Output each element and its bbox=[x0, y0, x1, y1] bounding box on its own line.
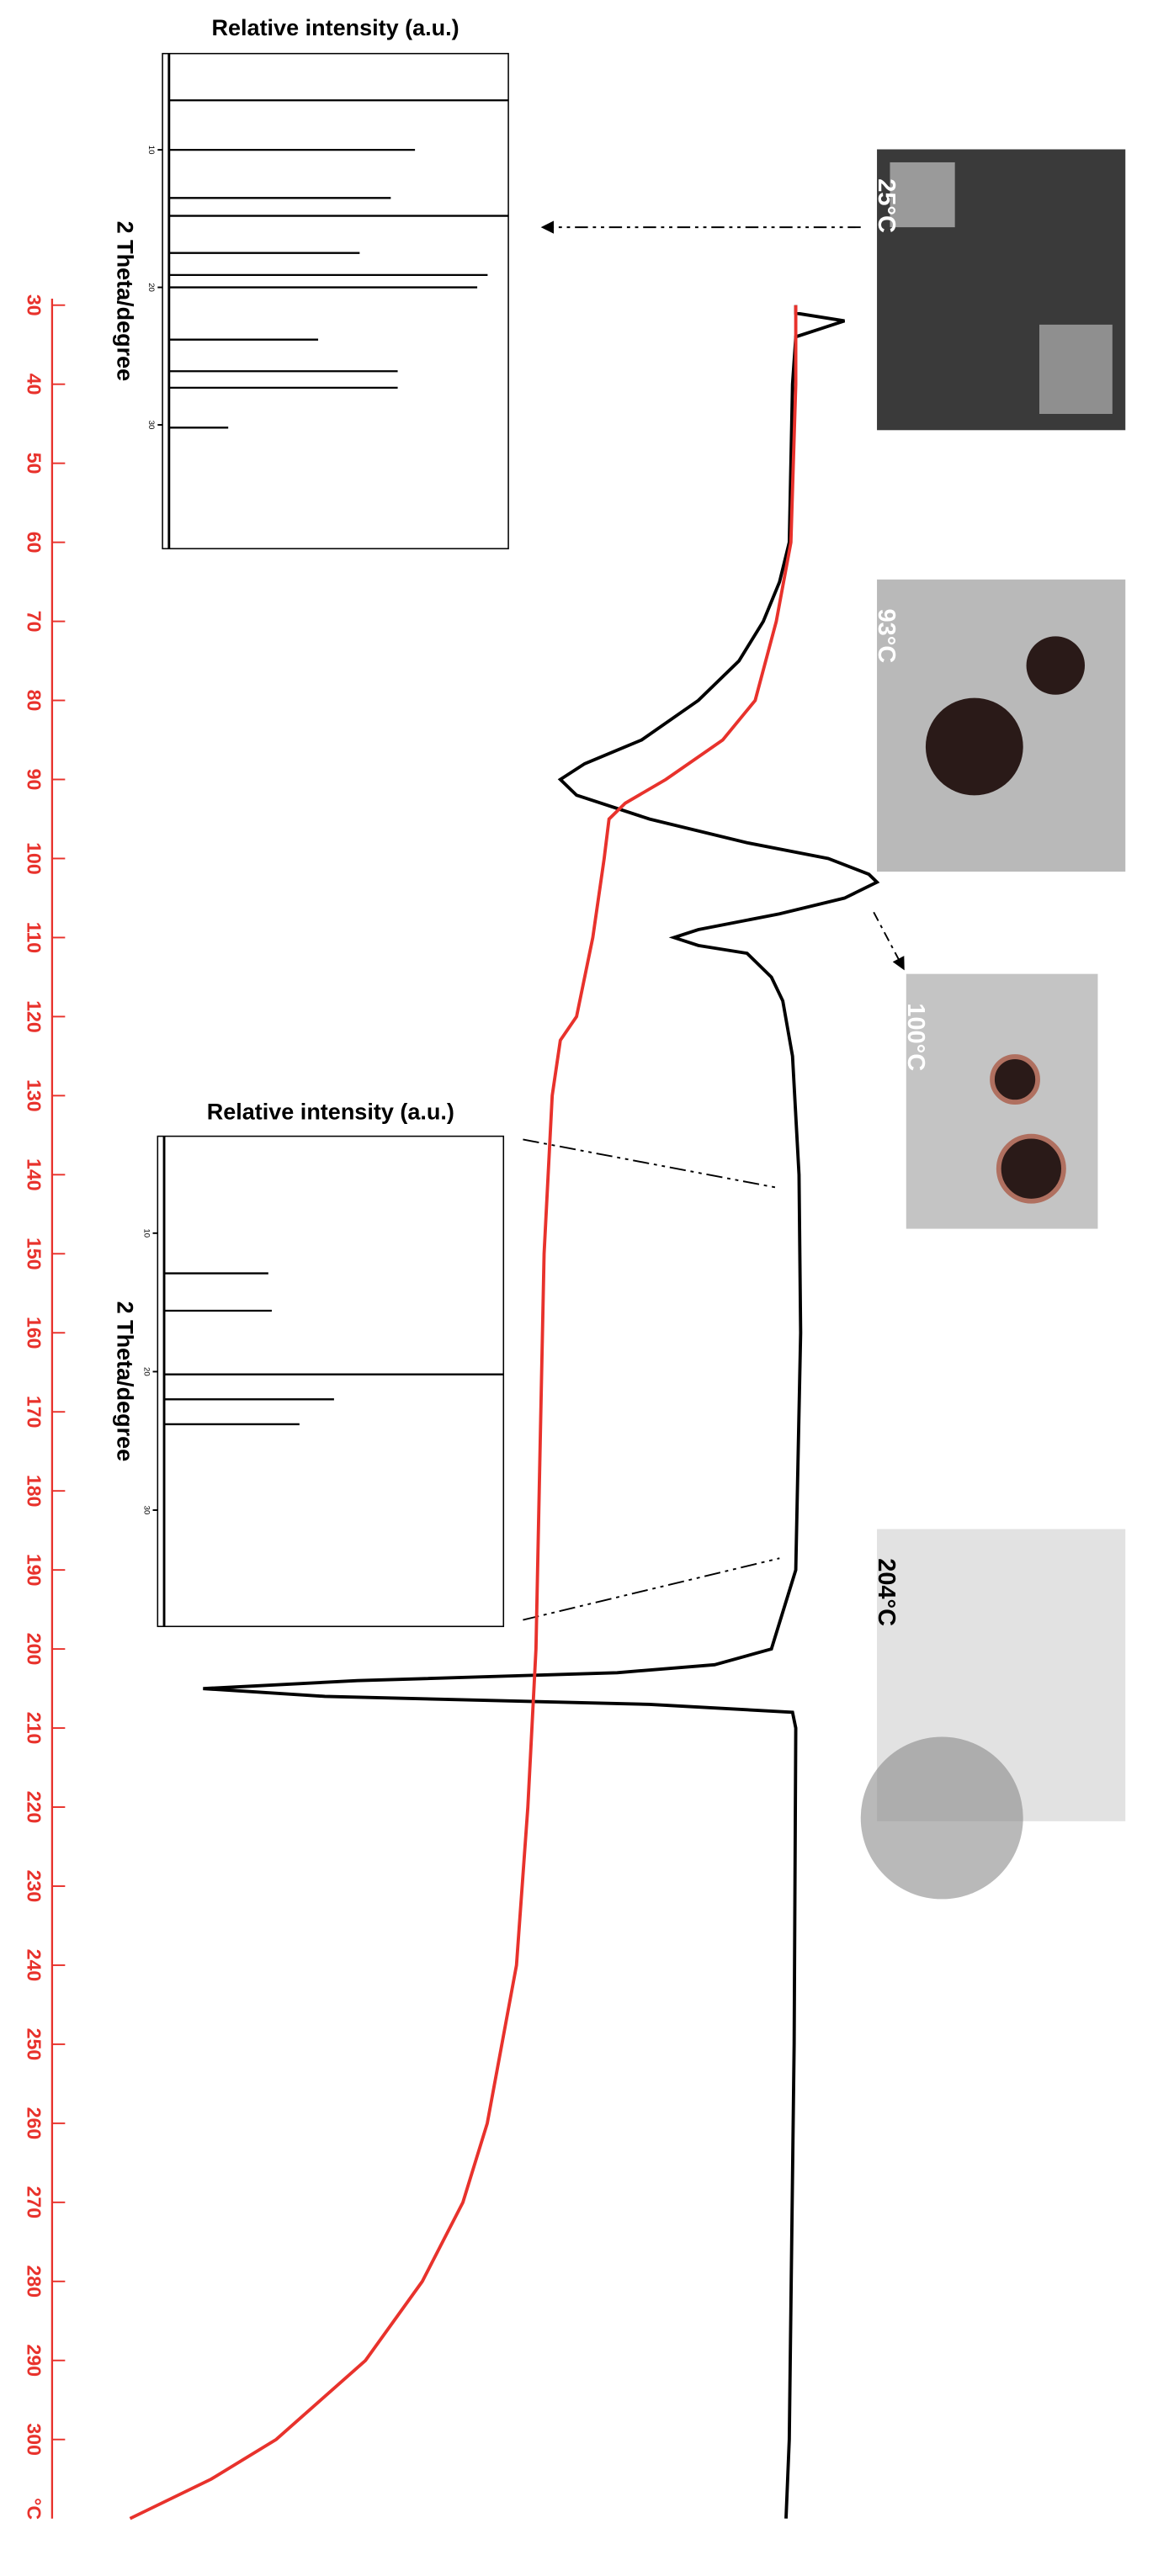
axis-label: °C bbox=[24, 2498, 45, 2520]
tick-label: 10 bbox=[141, 1228, 151, 1238]
inset-axis-label: 2 Theta/degree bbox=[113, 221, 138, 382]
tick-label: 100 bbox=[24, 842, 45, 875]
tick-label: 30 bbox=[146, 421, 156, 430]
micrograph bbox=[906, 973, 1098, 1229]
tick-label: 10 bbox=[146, 146, 156, 155]
inset-frame bbox=[157, 1135, 505, 1628]
tick-label: 190 bbox=[24, 1554, 45, 1587]
micrograph-detail bbox=[1026, 636, 1086, 695]
tick-label: 20 bbox=[146, 283, 156, 292]
tick-label: 300 bbox=[24, 2423, 45, 2456]
inset-frame bbox=[162, 52, 509, 549]
tick-label: 110 bbox=[24, 922, 45, 953]
tick-label: 30 bbox=[24, 294, 45, 316]
connector bbox=[523, 1138, 780, 1190]
micrograph-detail bbox=[990, 1054, 1040, 1105]
tick-label: 80 bbox=[24, 690, 45, 712]
curve bbox=[203, 305, 880, 2519]
micrograph-detail bbox=[860, 1736, 1023, 1900]
tick-label: 70 bbox=[24, 611, 45, 633]
tick-label: 290 bbox=[24, 2344, 45, 2377]
arrow bbox=[873, 911, 905, 971]
tick-label: 50 bbox=[24, 453, 45, 474]
inset-title: Relative intensity (a.u.) bbox=[207, 1100, 454, 1125]
tick-label: 270 bbox=[24, 2186, 45, 2219]
tick-label: 280 bbox=[24, 2266, 45, 2298]
tick-label: 30 bbox=[141, 1506, 151, 1515]
tick-label: 140 bbox=[24, 1158, 45, 1191]
tick-label: 200 bbox=[24, 1633, 45, 1666]
tick-label: 160 bbox=[24, 1317, 45, 1349]
tick-label: 240 bbox=[24, 1949, 45, 1982]
tick-label: 180 bbox=[24, 1475, 45, 1508]
micrograph-detail bbox=[1038, 324, 1113, 415]
tick-label: 260 bbox=[24, 2107, 45, 2140]
tick-label: 40 bbox=[24, 374, 45, 395]
tick-label: 170 bbox=[24, 1396, 45, 1428]
micrograph-detail bbox=[996, 1133, 1066, 1204]
tick-label: 230 bbox=[24, 1870, 45, 1903]
tick-label: 130 bbox=[24, 1079, 45, 1112]
tick-label: 250 bbox=[24, 2028, 45, 2061]
tick-label: 90 bbox=[24, 769, 45, 791]
connector bbox=[523, 1557, 780, 1621]
inset-title: Relative intensity (a.u.) bbox=[212, 15, 459, 40]
tick-label: 20 bbox=[141, 1367, 151, 1376]
tick-label: 120 bbox=[24, 1000, 45, 1033]
temperature-label: 25°C bbox=[873, 178, 900, 233]
tick-label: 60 bbox=[24, 532, 45, 554]
inset-axis-label: 2 Theta/degree bbox=[113, 1301, 138, 1462]
temperature-label: 93°C bbox=[873, 609, 900, 664]
tick-label: 210 bbox=[24, 1712, 45, 1745]
micrograph-detail bbox=[890, 162, 955, 228]
tick-label: 150 bbox=[24, 1238, 45, 1270]
curve bbox=[129, 305, 798, 2520]
temperature-label: 204°C bbox=[873, 1558, 900, 1626]
tick-label: 220 bbox=[24, 1791, 45, 1824]
temperature-label: 100°C bbox=[902, 1003, 929, 1071]
micrograph-detail bbox=[925, 697, 1023, 796]
